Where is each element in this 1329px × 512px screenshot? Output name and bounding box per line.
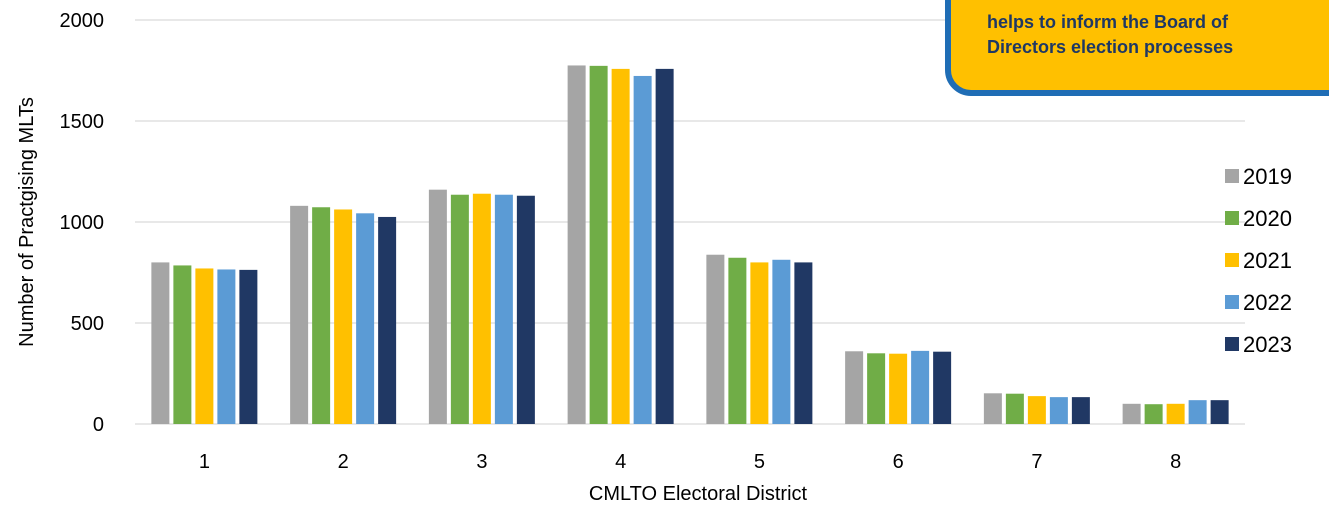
y-tick-label: 0 <box>93 414 104 436</box>
bar-2022-district-1 <box>217 269 236 424</box>
legend-label-2022: 2022 <box>1243 290 1292 315</box>
bar-2020-district-3 <box>450 194 469 424</box>
bar-2022-district-7 <box>1049 397 1068 424</box>
legend-label-2023: 2023 <box>1243 332 1292 357</box>
bar-2021-district-4 <box>611 68 630 424</box>
callout-text: helps to inform the Board of Directors e… <box>987 10 1329 60</box>
bar-2023-district-6 <box>933 351 952 424</box>
bar-2019-district-5 <box>706 254 725 424</box>
bar-2020-district-6 <box>867 353 886 424</box>
x-tick-label: 3 <box>476 451 487 473</box>
callout-box: helps to inform the Board of Directors e… <box>945 0 1329 96</box>
x-tick-label: 4 <box>615 451 626 473</box>
x-tick-label: 2 <box>338 451 349 473</box>
callout-line-2: Directors election processes <box>987 37 1234 57</box>
bar-2023-district-7 <box>1071 397 1090 424</box>
x-tick-label: 8 <box>1170 451 1181 473</box>
y-tick-label: 2000 <box>60 10 105 32</box>
bar-2023-district-3 <box>516 195 535 424</box>
bar-2021-district-6 <box>889 353 908 424</box>
bar-2019-district-1 <box>151 262 170 424</box>
legend-label-2019: 2019 <box>1243 164 1292 189</box>
y-axis-ticks: 0 500 1000 1500 2000 <box>60 10 105 436</box>
legend-label-2021: 2021 <box>1243 248 1292 273</box>
x-axis-ticks: 1 2 3 4 5 6 7 8 <box>199 451 1181 473</box>
y-tick-label: 1000 <box>60 212 105 234</box>
bar-2023-district-4 <box>655 68 674 424</box>
bar-2023-district-2 <box>378 216 397 424</box>
bar-2023-district-1 <box>239 269 258 424</box>
legend-swatch-2022 <box>1225 295 1239 309</box>
bar-2021-district-2 <box>334 209 353 424</box>
bar-2022-district-2 <box>356 213 375 424</box>
bar-2021-district-8 <box>1166 403 1185 424</box>
x-tick-label: 1 <box>199 451 210 473</box>
y-tick-label: 500 <box>71 313 104 335</box>
bar-2022-district-6 <box>911 350 930 424</box>
bar-2022-district-5 <box>772 259 791 424</box>
legend-swatch-2021 <box>1225 253 1239 267</box>
bar-2022-district-3 <box>494 194 513 424</box>
bar-2019-district-2 <box>290 205 309 424</box>
bar-2019-district-4 <box>567 65 586 424</box>
bar-2022-district-4 <box>633 75 652 424</box>
legend-swatch-2023 <box>1225 337 1239 351</box>
y-tick-label: 1500 <box>60 111 105 133</box>
bar-2020-district-2 <box>312 207 331 424</box>
bar-2020-district-7 <box>1005 393 1024 424</box>
callout-line-1: helps to inform the Board of <box>987 12 1228 32</box>
bar-2020-district-5 <box>728 257 747 424</box>
bar-2019-district-8 <box>1122 403 1141 424</box>
x-tick-label: 7 <box>1031 451 1042 473</box>
legend-swatch-2019 <box>1225 169 1239 183</box>
bar-2021-district-3 <box>472 193 491 424</box>
bar-2020-district-8 <box>1144 404 1163 424</box>
bars <box>151 65 1229 424</box>
bar-2023-district-5 <box>794 262 813 424</box>
x-tick-label: 5 <box>754 451 765 473</box>
bar-2021-district-5 <box>750 262 769 424</box>
bar-2020-district-4 <box>589 65 608 424</box>
bar-2019-district-3 <box>428 189 447 424</box>
legend-swatch-2020 <box>1225 211 1239 225</box>
bar-2019-district-6 <box>845 351 864 424</box>
bar-2023-district-8 <box>1210 400 1229 424</box>
y-axis-title: Number of Practgising MLTs <box>16 97 38 347</box>
x-tick-label: 6 <box>893 451 904 473</box>
bar-2022-district-8 <box>1188 400 1207 424</box>
bar-2019-district-7 <box>983 393 1002 424</box>
legend-label-2020: 2020 <box>1243 206 1292 231</box>
bar-2020-district-1 <box>173 265 192 424</box>
bar-2021-district-7 <box>1027 396 1046 424</box>
x-axis-title: CMLTO Electoral District <box>589 483 808 505</box>
bar-2021-district-1 <box>195 268 214 424</box>
legend: 2019 2020 2021 2022 2023 <box>1225 164 1292 357</box>
